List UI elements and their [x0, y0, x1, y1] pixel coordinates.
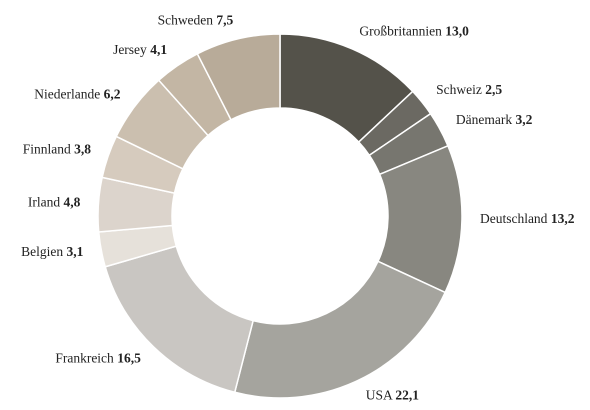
donut-segment: [104, 245, 255, 394]
category-name: Belgien: [21, 244, 63, 259]
category-name: Deutschland: [480, 211, 548, 226]
segment-label: Deutschland 13,2: [480, 211, 575, 226]
value-label: 4,8: [64, 195, 81, 210]
value-label: 3,8: [74, 142, 91, 157]
value-label: 6,2: [104, 87, 121, 102]
category-name: USA: [366, 388, 393, 403]
segment-label: Dänemark 3,2: [456, 112, 533, 127]
category-name: Dänemark: [456, 112, 512, 127]
segment-label: Niederlande 6,2: [34, 87, 120, 102]
donut-segment: [233, 260, 447, 399]
value-label: 2,5: [485, 82, 502, 97]
value-label: 22,1: [395, 388, 419, 403]
segment-label: Frankreich 16,5: [55, 351, 141, 366]
category-name: Jersey: [113, 42, 147, 57]
value-label: 13,0: [445, 24, 469, 39]
category-name: Großbritannien: [359, 24, 442, 39]
value-label: 3,2: [515, 112, 532, 127]
category-name: Frankreich: [55, 351, 114, 366]
value-label: 3,1: [67, 244, 84, 259]
segment-label: Belgien 3,1: [21, 244, 84, 259]
value-label: 7,5: [216, 13, 233, 28]
donut-segment: [196, 33, 281, 121]
segment-label: Jersey 4,1: [113, 42, 167, 57]
segment-label: USA 22,1: [366, 388, 420, 403]
category-name: Finnland: [23, 142, 71, 157]
segment-label: Schweiz 2,5: [436, 82, 502, 97]
segment-label: Finnland 3,8: [23, 142, 92, 157]
category-name: Irland: [28, 195, 60, 210]
category-name: Schweden: [158, 13, 214, 28]
segment-label: Irland 4,8: [28, 195, 81, 210]
value-label: 4,1: [150, 42, 167, 57]
segment-label: Schweden 7,5: [158, 13, 234, 28]
value-label: 13,2: [551, 211, 575, 226]
value-label: 16,5: [117, 351, 141, 366]
category-name: Schweiz: [436, 82, 482, 97]
segment-label: Großbritannien 13,0: [359, 24, 469, 39]
category-name: Niederlande: [34, 87, 100, 102]
